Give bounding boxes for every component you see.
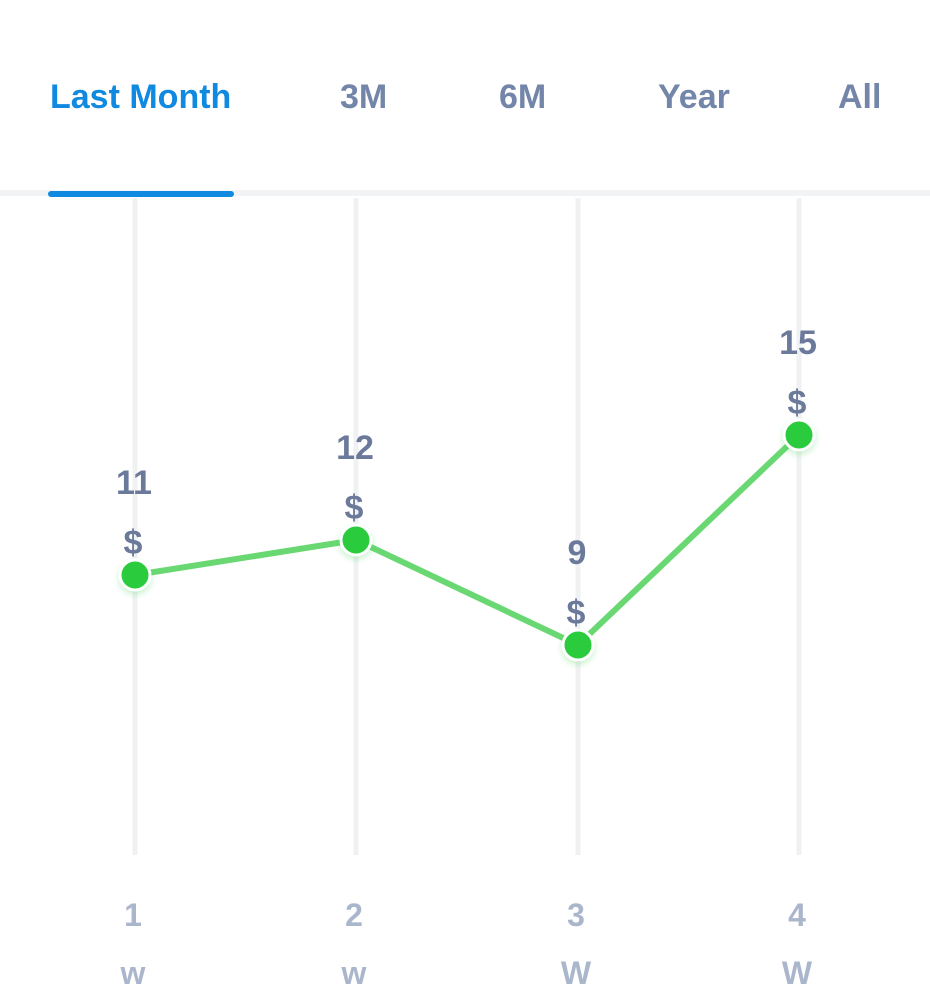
- x-axis-tick-label: 2: [345, 897, 363, 933]
- tab-all[interactable]: All: [838, 78, 882, 116]
- x-axis-tick-label: 1: [124, 897, 142, 933]
- tab-year[interactable]: Year: [658, 78, 730, 116]
- period-tabs: Last Month 3M 6M Year All: [0, 0, 930, 197]
- x-axis-unit-label: W: [561, 955, 592, 990]
- currency-symbol: $: [124, 524, 143, 562]
- data-point[interactable]: [782, 418, 816, 452]
- tab-3m[interactable]: 3M: [340, 78, 388, 116]
- x-axis-unit-label: w: [120, 955, 146, 990]
- currency-symbol: $: [345, 489, 364, 527]
- series-line: [132, 432, 802, 648]
- tabs-divider: [0, 190, 930, 196]
- data-point[interactable]: [118, 558, 152, 592]
- tab-last-month[interactable]: Last Month: [50, 78, 232, 116]
- tab-6m[interactable]: 6M: [499, 78, 547, 116]
- x-axis-tick-label: 3: [567, 897, 585, 933]
- x-axis-tick-label: 4: [788, 897, 806, 933]
- data-point[interactable]: [561, 628, 595, 662]
- x-axis-unit-label: w: [341, 955, 367, 990]
- data-value-label: 11: [116, 464, 152, 502]
- active-tab-indicator: [48, 191, 234, 197]
- data-value-label: 12: [336, 429, 374, 467]
- currency-symbol: $: [788, 384, 807, 422]
- data-value-label: 9: [568, 534, 587, 572]
- currency-symbol: $: [567, 594, 586, 632]
- data-point[interactable]: [339, 523, 373, 557]
- x-axis-unit-label: W: [782, 955, 813, 990]
- data-value-label: 15: [779, 324, 817, 362]
